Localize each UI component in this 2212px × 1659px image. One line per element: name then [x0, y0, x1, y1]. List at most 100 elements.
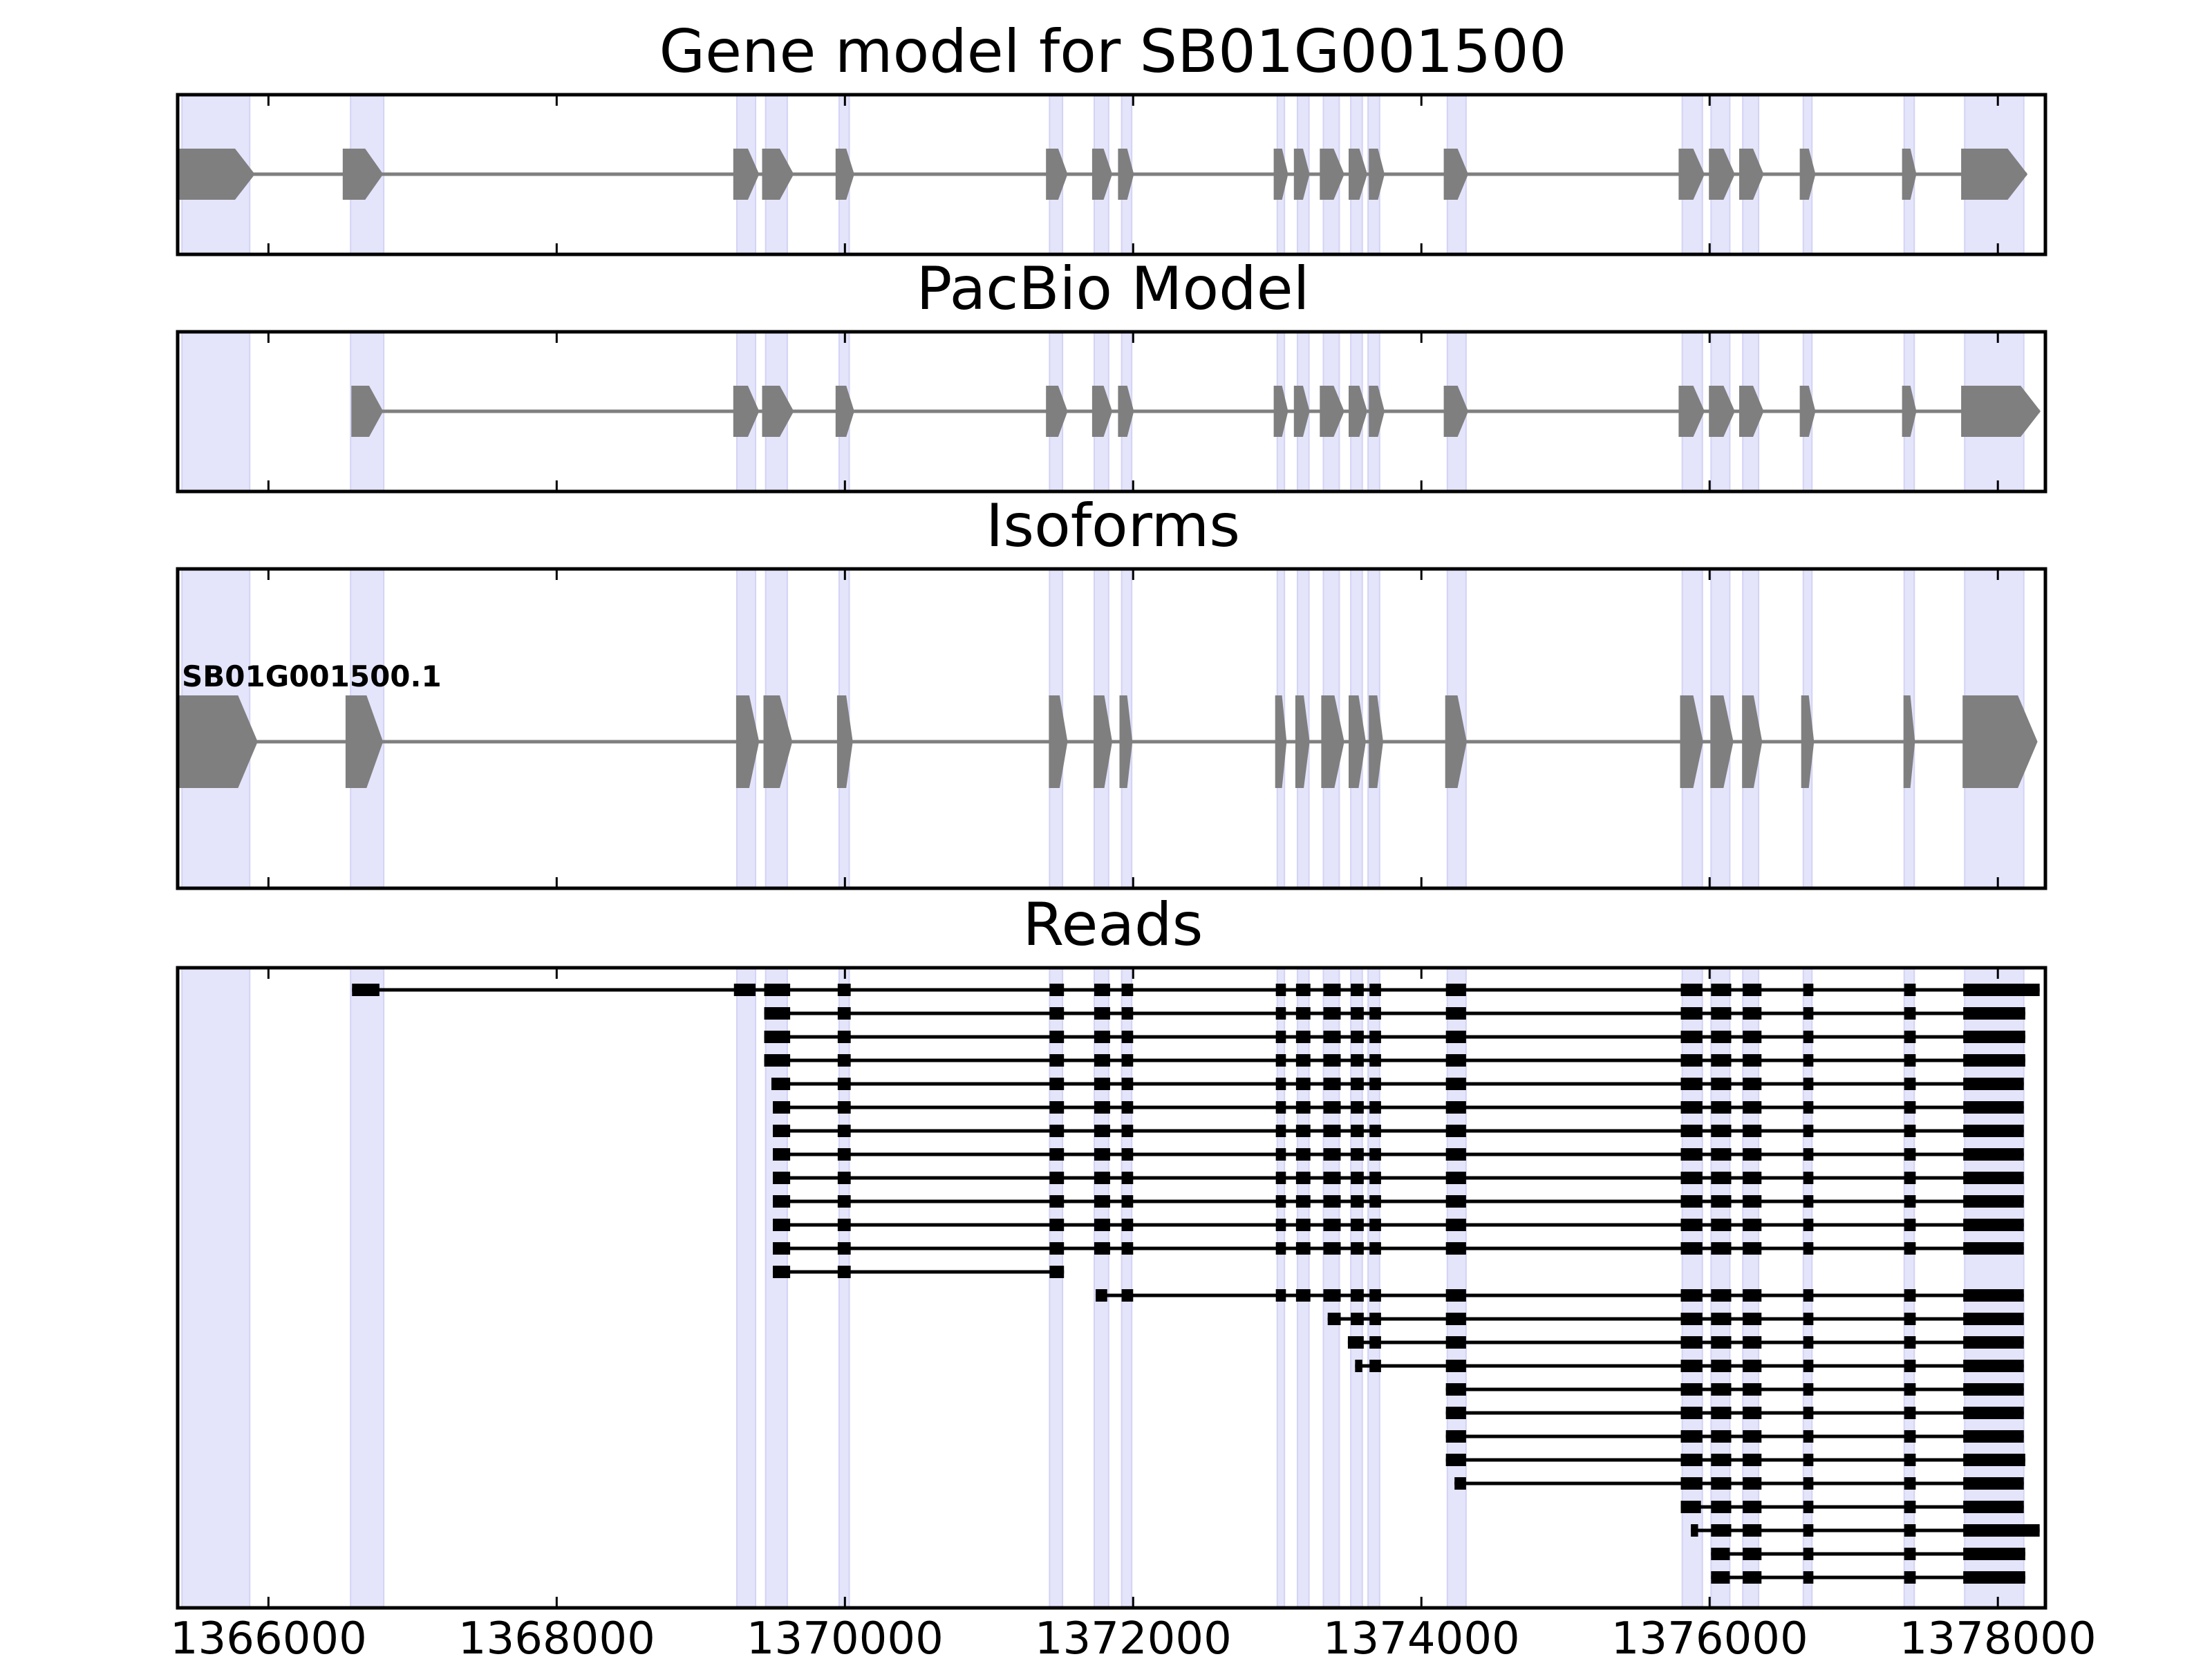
read-exon-block	[1327, 1313, 1341, 1325]
exon-arrow	[1046, 149, 1068, 200]
exon-arrow	[342, 149, 384, 200]
read-exon-block	[1347, 1336, 1364, 1349]
read-exon-block	[1680, 1383, 1703, 1396]
read-exon-block	[1963, 1242, 2024, 1255]
read-exon-block	[1803, 1031, 1814, 1043]
read-exon-block	[1295, 1007, 1311, 1020]
read-exon-block	[1445, 1195, 1466, 1208]
read-exon-block	[837, 1242, 851, 1255]
read-exon-block	[1743, 1078, 1762, 1090]
read-exon-block	[1803, 1289, 1814, 1302]
read-exon-block	[773, 1101, 791, 1114]
read-exon-block	[1743, 1313, 1762, 1325]
exon-arrow	[1094, 695, 1113, 788]
read-exon-block	[1323, 1289, 1341, 1302]
exon-arrow	[1320, 386, 1344, 437]
read-exon-block	[1049, 1054, 1065, 1067]
exon-arrow	[1349, 695, 1366, 788]
read-exon-block	[1445, 1383, 1466, 1396]
exon-arrow	[1742, 695, 1763, 788]
read-exon-block	[764, 984, 791, 996]
read-exon-block	[1803, 984, 1814, 996]
exon-arrow	[1709, 149, 1735, 200]
exon-arrow	[1709, 386, 1735, 437]
read-exon-block	[1295, 1031, 1311, 1043]
read-exon-block	[1963, 1125, 2024, 1137]
read-exon-block	[1803, 1242, 1814, 1255]
highlight-band	[181, 967, 251, 1609]
read-exon-block	[1355, 1360, 1362, 1372]
exon-arrow	[1443, 386, 1469, 437]
exon-arrow	[1739, 149, 1764, 200]
read-exon-block	[1445, 1007, 1466, 1020]
exon-arrow	[835, 149, 854, 200]
read-exon-block	[1295, 984, 1311, 996]
exon-arrow	[1445, 695, 1467, 788]
read-exon-block	[1094, 1148, 1110, 1161]
read-exon-block	[1711, 1172, 1732, 1184]
exon-arrow	[1902, 386, 1917, 437]
read-exon-block	[1369, 1148, 1381, 1161]
read-exon-block	[1711, 1289, 1732, 1302]
read-exon-block	[1803, 1336, 1814, 1349]
read-exon-block	[1963, 1289, 2024, 1302]
exon-arrow	[1118, 386, 1134, 437]
read-exon-block	[1369, 1219, 1381, 1231]
read-exon-block	[1963, 1101, 2024, 1114]
x-tick-label: 1376000	[1611, 1613, 1808, 1659]
read-exon-block	[1680, 1454, 1703, 1466]
read-exon-block	[1680, 1031, 1703, 1043]
read-exon-block	[1904, 984, 1916, 996]
read-exon-block	[837, 1148, 851, 1161]
read-exon-block	[1094, 1101, 1110, 1114]
read-exon-block	[1323, 1031, 1341, 1043]
read-exon-block	[1963, 1172, 2024, 1184]
read-exon-block	[1711, 1336, 1732, 1349]
exon-arrow	[351, 386, 384, 437]
read-exon-block	[1904, 1219, 1916, 1231]
read-exon-block	[1094, 1031, 1110, 1043]
read-exon-block	[1049, 1031, 1065, 1043]
read-exon-block	[773, 1148, 791, 1161]
read-exon-block	[1121, 984, 1134, 996]
read-exon-block	[1711, 1007, 1732, 1020]
exon-arrow	[1118, 149, 1134, 200]
read-exon-block	[1711, 1242, 1732, 1255]
read-exon-block	[1711, 1430, 1732, 1443]
exon-arrow	[1295, 695, 1310, 788]
exon-arrow	[1678, 149, 1705, 200]
isoform-label: SB01G001500.1	[182, 659, 442, 693]
read-exon-block	[1351, 1078, 1364, 1090]
read-exon-block	[1445, 1454, 1466, 1466]
read-exon-block	[773, 1242, 791, 1255]
read-exon-block	[1904, 1477, 1916, 1490]
read-exon-block	[1445, 1172, 1466, 1184]
exon-arrow	[1369, 386, 1385, 437]
read-exon-block	[1351, 1007, 1364, 1020]
read-exon-block	[1351, 1125, 1364, 1137]
read-exon-block	[1963, 1195, 2024, 1208]
read-exon-block	[1711, 1360, 1732, 1372]
read-exon-block	[1094, 984, 1110, 996]
x-tick-label: 1374000	[1323, 1613, 1520, 1659]
exon-arrow	[1801, 695, 1815, 788]
read-exon-block	[1295, 1219, 1311, 1231]
read-exon-block	[1743, 1407, 1762, 1419]
read-exon-block	[1049, 1266, 1065, 1278]
read-exon-block	[1445, 1125, 1466, 1137]
exon-arrow	[1273, 386, 1288, 437]
read-exon-block	[1121, 1031, 1134, 1043]
read-exon-block	[1963, 1360, 2024, 1372]
read-exon-block	[1049, 1242, 1065, 1255]
read-exon-block	[773, 1125, 791, 1137]
read-exon-block	[1275, 1242, 1286, 1255]
exon-arrow	[1961, 386, 2041, 437]
read-exon-block	[1743, 984, 1762, 996]
exon-arrow	[1443, 149, 1469, 200]
read-exon-block	[1743, 1242, 1762, 1255]
read-exon-block	[1445, 1148, 1466, 1161]
read-exon-block	[1711, 1054, 1732, 1067]
read-exon-block	[1711, 1031, 1732, 1043]
read-exon-block	[1680, 1336, 1703, 1349]
x-tick-label: 1370000	[747, 1613, 944, 1659]
